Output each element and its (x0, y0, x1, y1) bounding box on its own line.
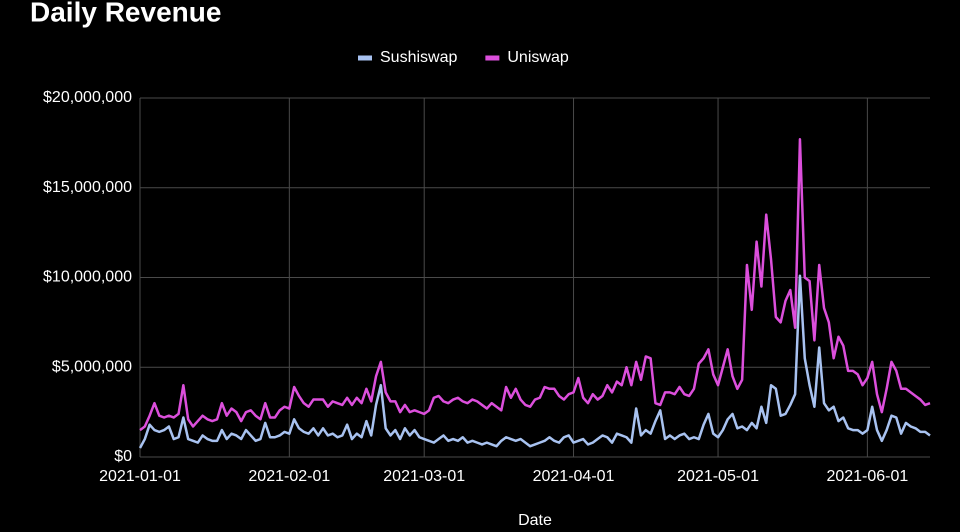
x-tick-label: 2021-03-01 (383, 468, 465, 485)
series-line (138, 274, 931, 449)
x-tick-label: 2021-06-01 (826, 468, 908, 485)
y-tick-label: $20,000,000 (43, 89, 132, 106)
x-tick-label: 2021-05-01 (677, 468, 759, 485)
y-tick-label: $15,000,000 (43, 179, 132, 196)
x-tick-label: 2021-02-01 (248, 468, 330, 485)
x-tick-label: 2021-04-01 (533, 468, 615, 485)
legend-label: Uniswap (507, 49, 568, 66)
y-tick-label: $5,000,000 (52, 358, 132, 375)
y-tick-label: $0 (114, 448, 132, 465)
chart-title: Daily Revenue (30, 0, 221, 27)
y-tick-label: $10,000,000 (43, 269, 132, 286)
x-tick-label: 2021-01-01 (99, 468, 181, 485)
series-line (139, 138, 931, 432)
legend-label: Sushiswap (380, 49, 457, 66)
x-axis-label: Date (518, 512, 552, 529)
